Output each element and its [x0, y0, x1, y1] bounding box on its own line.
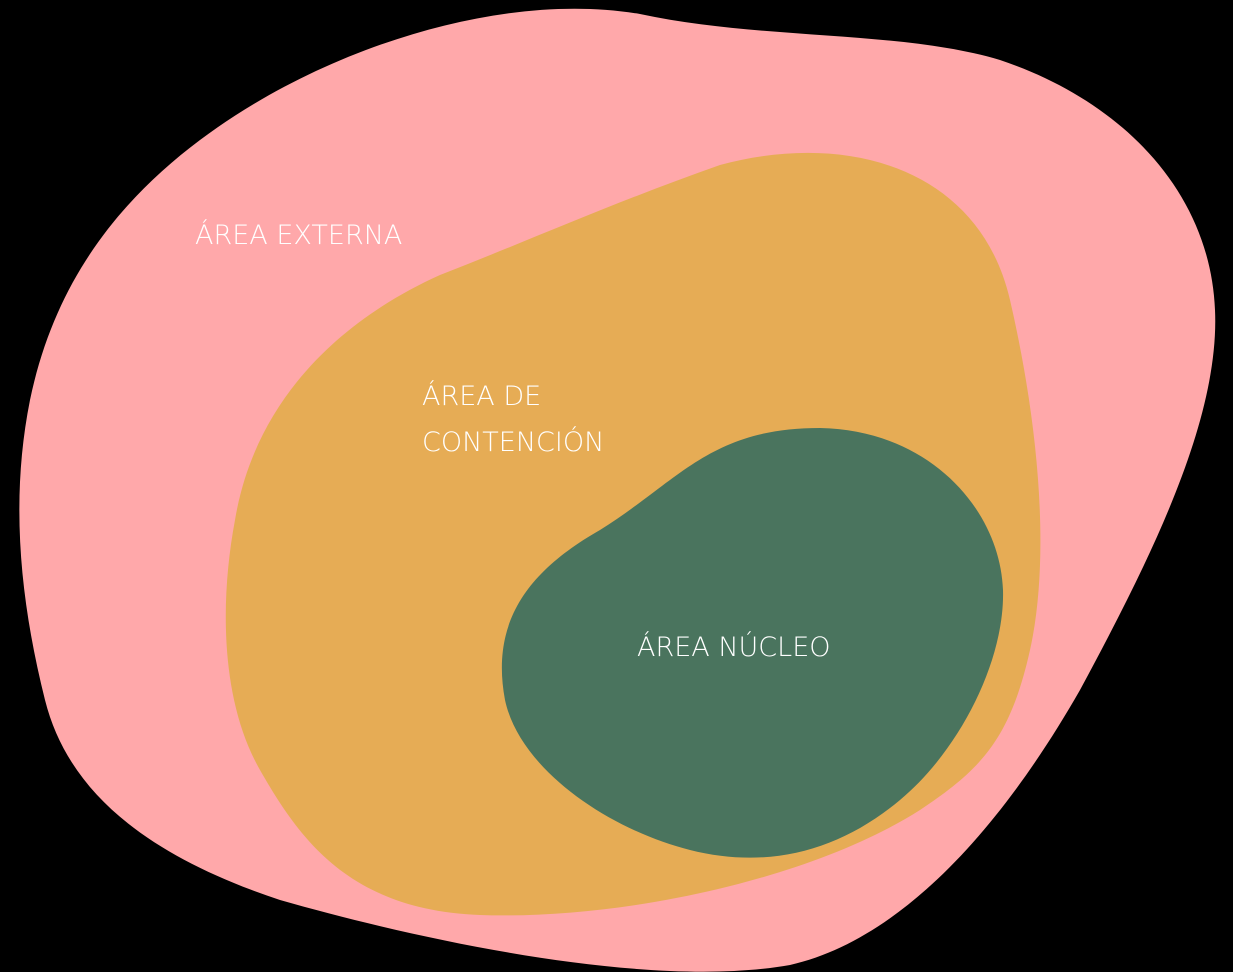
containment-label: CONTENCIÓN [422, 426, 604, 458]
core-area [501, 428, 1004, 858]
core-label: ÁREA NÚCLEO [637, 631, 831, 663]
outer-label: ÁREA EXTERNA [195, 219, 402, 251]
containment-label: ÁREA DE [422, 380, 541, 412]
